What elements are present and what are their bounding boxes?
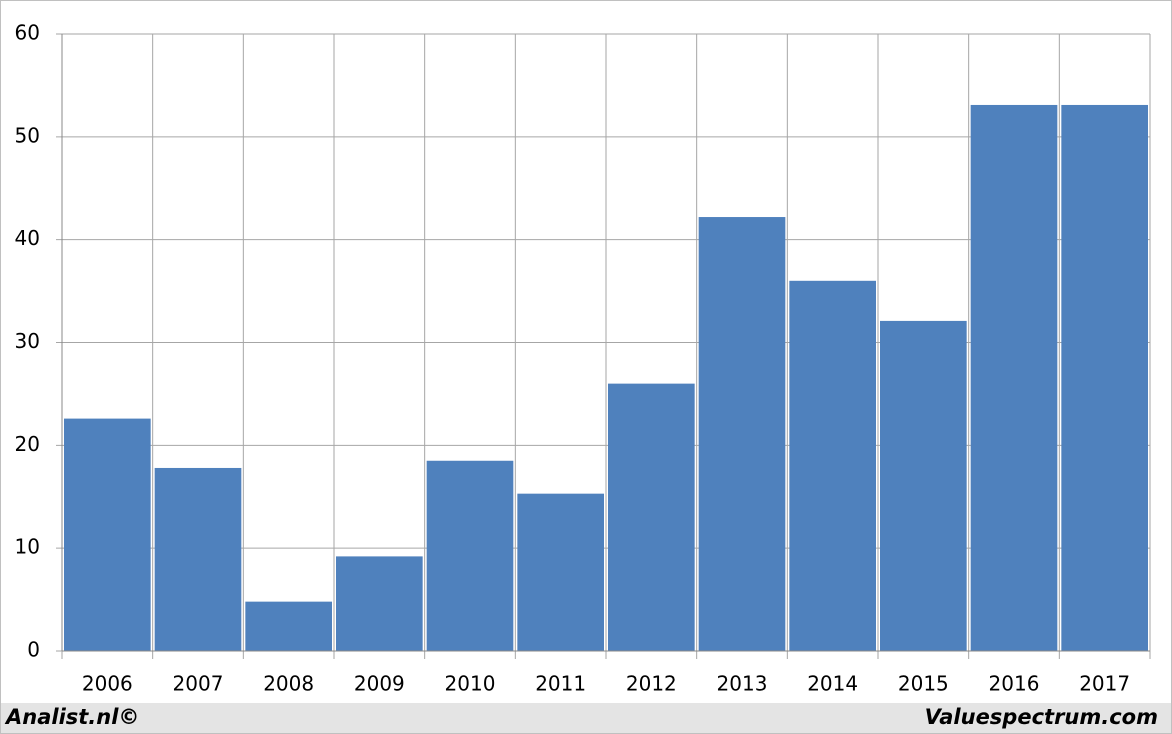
footer-left: Analist.nl© [4,705,139,729]
bar [426,460,514,651]
y-tick-label: 50 [15,123,40,147]
y-tick-label: 40 [15,226,40,250]
bar [608,383,695,651]
bar [517,493,604,651]
x-tick-label: 2016 [989,672,1040,696]
bar [245,601,332,651]
bar [64,418,151,651]
x-tick-label: 2017 [1079,672,1130,696]
x-tick-label: 2006 [82,672,133,696]
bar [1061,104,1148,651]
footer-right: Valuespectrum.com [925,705,1158,729]
x-tick-label: 2013 [717,672,768,696]
bar [880,320,967,651]
x-tick-label: 2008 [263,672,314,696]
x-tick-label: 2015 [898,672,949,696]
bar [970,104,1058,651]
x-tick-label: 2012 [626,672,677,696]
x-tick-label: 2007 [173,672,224,696]
y-tick-label: 0 [27,638,40,662]
x-tick-label: 2011 [535,672,586,696]
x-tick-label: 2014 [807,672,858,696]
bar [789,280,876,651]
y-tick-label: 10 [15,535,40,559]
y-tick-label: 60 [15,21,40,45]
bar [154,467,242,651]
y-tick-label: 20 [15,432,40,456]
y-tick-label: 30 [15,329,40,353]
x-tick-label: 2009 [354,672,405,696]
bar [336,556,423,651]
footer-band [1,703,1171,733]
bar [698,217,786,651]
x-tick-label: 2010 [445,672,496,696]
